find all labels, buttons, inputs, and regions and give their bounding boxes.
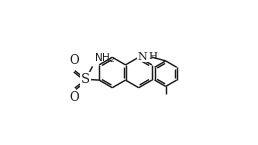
Text: NH$_2$: NH$_2$ xyxy=(94,51,115,65)
Text: S: S xyxy=(81,73,90,86)
Text: O: O xyxy=(69,54,79,67)
Text: H: H xyxy=(149,52,158,61)
Text: O: O xyxy=(69,91,79,104)
Text: N: N xyxy=(137,52,147,61)
